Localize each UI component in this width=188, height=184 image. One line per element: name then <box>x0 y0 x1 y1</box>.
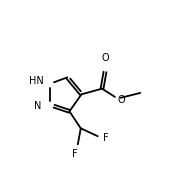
Text: F: F <box>103 133 109 143</box>
Text: HN: HN <box>29 76 44 86</box>
Text: F: F <box>72 149 77 159</box>
Text: N: N <box>34 101 42 111</box>
Text: O: O <box>102 53 109 63</box>
Text: O: O <box>118 95 126 105</box>
